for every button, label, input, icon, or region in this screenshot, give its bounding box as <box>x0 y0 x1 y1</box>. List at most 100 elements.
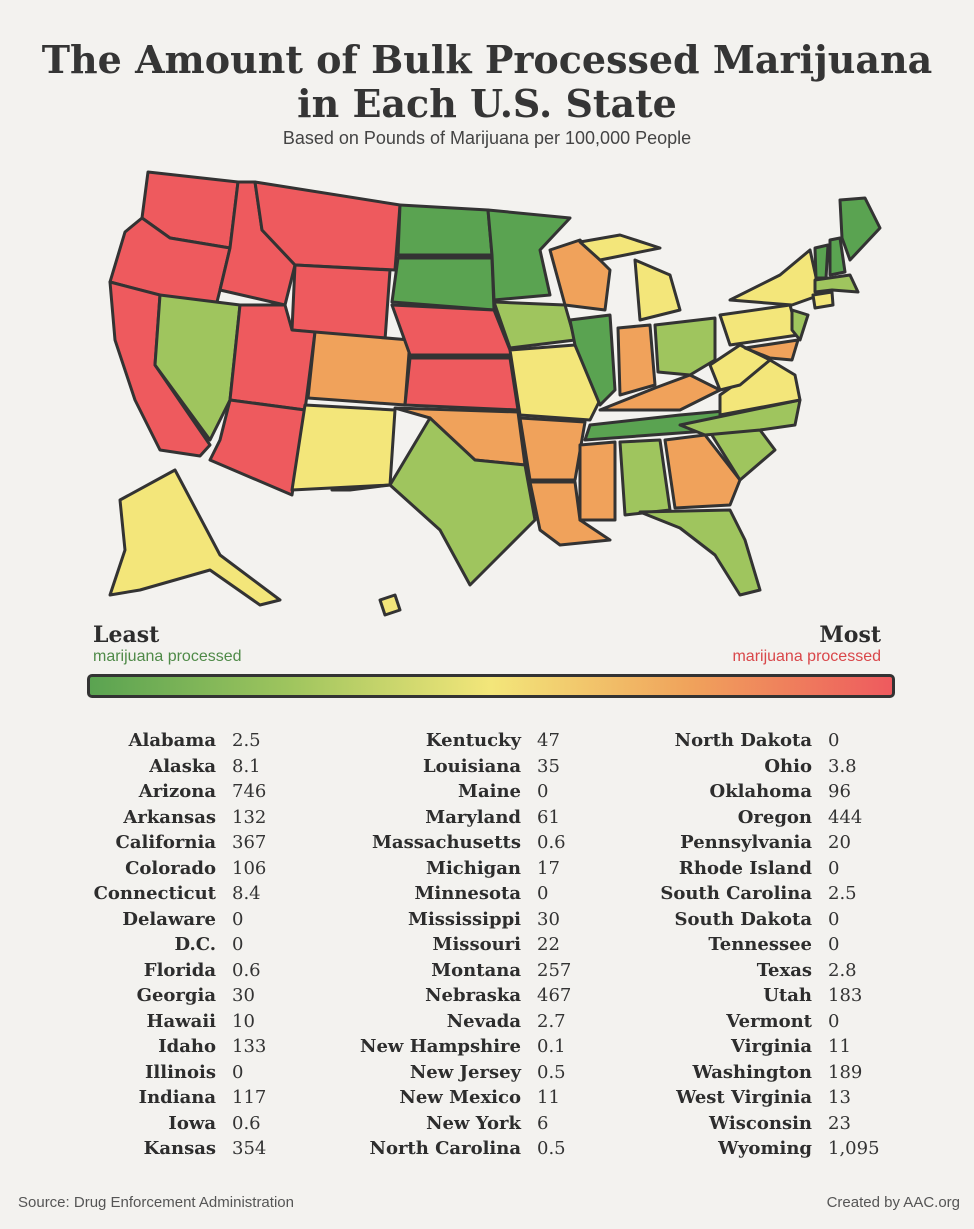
state-row: Virginia 11 <box>640 1034 880 1060</box>
state-name: Missouri <box>432 934 521 956</box>
state-michigan-upper <box>578 233 662 262</box>
state-name: D.C. <box>174 934 216 956</box>
state-row: Louisiana 35 <box>340 754 571 780</box>
state-value: 0.1 <box>537 1036 566 1058</box>
state-value: 1,095 <box>828 1138 880 1160</box>
state-value: 96 <box>828 781 851 803</box>
state-arizona <box>208 398 307 497</box>
state-value: 106 <box>232 857 267 879</box>
state-value: 23 <box>828 1112 851 1134</box>
state-value: 746 <box>232 781 267 803</box>
legend-least-label: Least <box>93 622 160 648</box>
state-new-mexico <box>290 403 397 492</box>
state-value: 13 <box>828 1087 851 1109</box>
state-value: 2.5 <box>828 883 857 905</box>
state-value: 22 <box>537 934 560 956</box>
state-row: Washington 189 <box>640 1060 880 1086</box>
title-line-1: The Amount of Bulk Processed Marijuana <box>41 37 933 82</box>
state-kansas <box>403 356 520 412</box>
state-hawaii <box>378 593 402 617</box>
state-new-hampshire <box>828 236 847 277</box>
state-row: Oklahoma 96 <box>640 779 880 805</box>
state-maine <box>838 196 882 262</box>
state-name: Delaware <box>122 908 216 930</box>
state-name: Louisiana <box>423 755 521 777</box>
state-row: Maryland 61 <box>340 805 571 831</box>
state-name: Tennessee <box>708 934 812 956</box>
state-new-york <box>728 248 822 307</box>
state-value: 117 <box>232 1087 267 1109</box>
source-note: Source: Drug Enforcement Administration <box>18 1194 294 1211</box>
state-value: 11 <box>828 1036 851 1058</box>
state-value: 0 <box>232 908 244 930</box>
state-row: Hawaii 10 <box>60 1009 266 1035</box>
state-name: Pennsylvania <box>680 832 812 854</box>
state-arkansas <box>518 416 587 482</box>
state-kentucky <box>598 373 722 412</box>
state-row: Minnesota 0 <box>340 881 571 907</box>
legend-gradient-bar <box>87 674 895 698</box>
state-value: 0 <box>828 857 840 879</box>
state-row: Florida 0.6 <box>60 958 266 984</box>
state-name: Virginia <box>731 1036 812 1058</box>
state-oregon <box>108 216 232 312</box>
state-mississippi <box>578 440 617 522</box>
state-value: 30 <box>537 908 560 930</box>
state-name: New Jersey <box>409 1061 521 1083</box>
state-new-jersey <box>790 308 810 342</box>
state-row: Oregon 444 <box>640 805 880 831</box>
state-ohio <box>653 316 717 377</box>
state-name: California <box>115 832 217 854</box>
state-name: North Carolina <box>369 1138 521 1160</box>
state-name: Idaho <box>158 1036 216 1058</box>
state-value: 132 <box>232 806 267 828</box>
state-row: Wisconsin 23 <box>640 1111 880 1137</box>
state-name: Vermont <box>726 1010 812 1032</box>
state-row: New York 6 <box>340 1111 571 1137</box>
state-value: 0.5 <box>537 1061 566 1083</box>
state-row: New Jersey 0.5 <box>340 1060 571 1086</box>
state-value: 3.8 <box>828 755 857 777</box>
state-value: 8.4 <box>232 883 261 905</box>
state-indiana <box>616 323 657 397</box>
state-texas <box>330 416 537 587</box>
state-west-virginia <box>708 343 772 392</box>
states-column-2: Kentucky 47 Louisiana 35 Maine 0 Maryland 61 Mas… <box>340 728 571 1162</box>
state-name: Arkansas <box>123 806 216 828</box>
state-value: 20 <box>828 832 851 854</box>
state-value: 133 <box>232 1036 267 1058</box>
state-illinois <box>568 313 617 407</box>
state-name: Kansas <box>143 1138 216 1160</box>
state-name: Oregon <box>737 806 812 828</box>
state-value: 0 <box>232 1061 244 1083</box>
state-name: Hawaii <box>146 1010 216 1032</box>
state-name: Maine <box>458 781 521 803</box>
state-row: Illinois 0 <box>60 1060 266 1086</box>
state-name: Colorado <box>125 857 216 879</box>
state-row: West Virginia 13 <box>640 1085 880 1111</box>
state-name: Alabama <box>128 730 216 752</box>
state-value: 0.5 <box>537 1138 566 1160</box>
state-row: Nevada 2.7 <box>340 1009 571 1035</box>
legend-least-sub: marijuana processed <box>93 648 242 665</box>
us-choropleth-map <box>108 170 882 617</box>
state-value: 30 <box>232 985 255 1007</box>
state-row: Alabama 2.5 <box>60 728 266 754</box>
state-name: Ohio <box>764 755 812 777</box>
state-south-dakota <box>390 256 496 312</box>
state-name: Nevada <box>446 1010 521 1032</box>
state-row: Rhode Island 0 <box>640 856 880 882</box>
state-row: Utah 183 <box>640 983 880 1009</box>
state-row: Ohio 3.8 <box>640 754 880 780</box>
state-name: Rhode Island <box>678 857 812 879</box>
state-value: 2.7 <box>537 1010 566 1032</box>
state-value: 10 <box>232 1010 255 1032</box>
state-value: 0 <box>828 908 840 930</box>
title-line-2: in Each U.S. State <box>297 81 677 126</box>
state-row: South Dakota 0 <box>640 907 880 933</box>
state-row: South Carolina 2.5 <box>640 881 880 907</box>
state-value: 0 <box>828 730 840 752</box>
state-name: Wisconsin <box>709 1112 812 1134</box>
state-name: Texas <box>756 959 812 981</box>
state-wyoming <box>290 263 392 342</box>
